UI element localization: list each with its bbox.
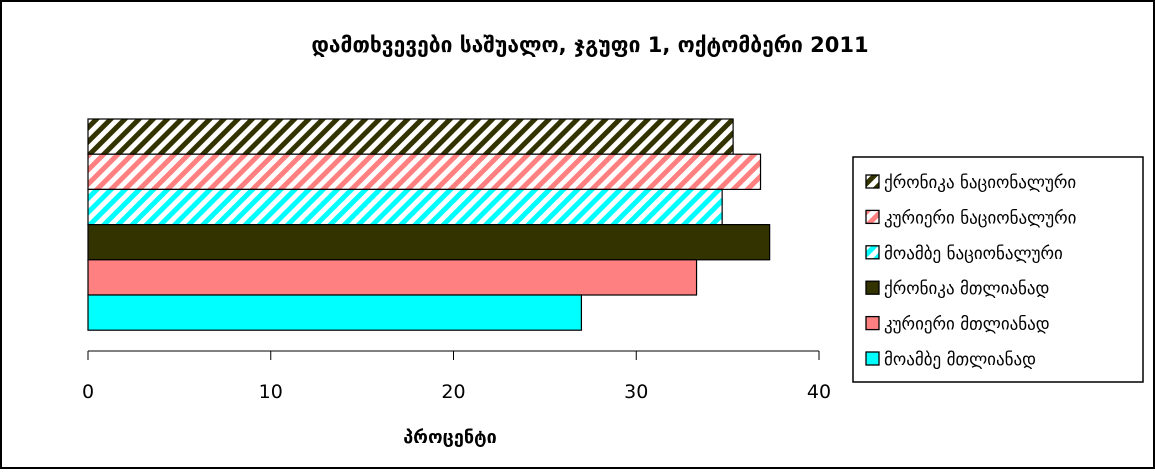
legend-label-4: ქრონიკა მთლიანად xyxy=(884,279,1049,299)
legend-swatch-4 xyxy=(865,280,880,295)
x-axis-ticks: 0 10 20 30 40 xyxy=(82,351,831,403)
x-tick-label: 10 xyxy=(259,381,283,403)
bar-1 xyxy=(87,118,734,155)
legend-label-2: კურიერი ნაციონალური xyxy=(884,208,1076,228)
bar-2 xyxy=(87,153,762,190)
bars-group xyxy=(87,118,771,331)
bar-6 xyxy=(87,294,583,331)
bar-4 xyxy=(87,224,771,261)
legend: ქრონიკა ნაციონალური კურიერი ნაციონალური მო… xyxy=(852,156,1144,383)
bar-3 xyxy=(87,188,723,226)
chart-title: დამთხვევები საშუალო, ჯგუფი 1, ოქტომბერი … xyxy=(311,33,868,57)
x-tick-label: 0 xyxy=(82,381,94,403)
legend-box xyxy=(852,156,1144,383)
legend-label-1: ქრონიკა ნაციონალური xyxy=(884,173,1076,193)
legend-items: ქრონიკა ნაციონალური კურიერი ნაციონალური მო… xyxy=(865,173,1076,370)
legend-swatch-5 xyxy=(865,315,880,331)
legend-label-5: კურიერი მთლიანად xyxy=(884,315,1050,335)
legend-label-3: მოამბე ნაციონალური xyxy=(884,244,1063,264)
x-tick-label: 40 xyxy=(807,381,831,403)
legend-label-6: მოამბე მთლიანად xyxy=(884,350,1036,370)
x-axis-label: პროცენტი xyxy=(403,427,497,448)
legend-swatch-2 xyxy=(865,209,880,225)
x-tick-label: 30 xyxy=(624,381,648,403)
x-tick-label: 20 xyxy=(441,381,465,403)
legend-swatch-6 xyxy=(865,351,880,366)
legend-swatch-1 xyxy=(865,174,880,189)
legend-swatch-3 xyxy=(865,245,880,260)
bar-5 xyxy=(87,259,698,296)
